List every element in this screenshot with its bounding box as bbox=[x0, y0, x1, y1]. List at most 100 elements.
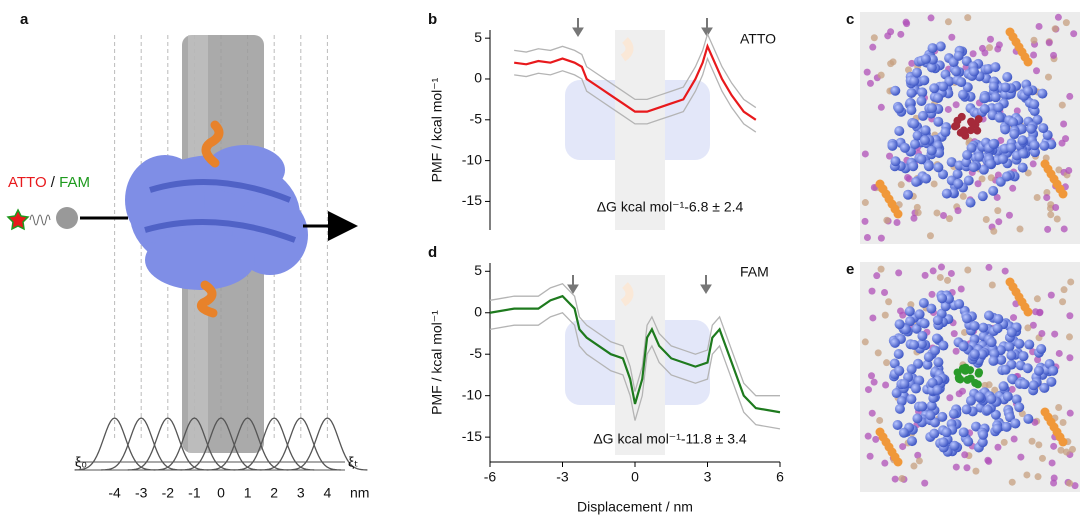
lipid-atom bbox=[910, 462, 918, 470]
pmf-line bbox=[514, 43, 757, 121]
protein-atom bbox=[990, 92, 1001, 103]
protein-atom bbox=[941, 427, 952, 438]
lipid-atom bbox=[1052, 204, 1060, 212]
lipid-atom bbox=[1047, 211, 1055, 219]
lipid-atom bbox=[1059, 419, 1067, 427]
dye-atom bbox=[956, 375, 965, 384]
dye-atom bbox=[967, 118, 976, 127]
lipid-atom bbox=[1065, 333, 1073, 341]
protein-atom bbox=[1000, 364, 1011, 375]
molecular-renders bbox=[861, 13, 1079, 490]
lipid-atom bbox=[908, 59, 916, 67]
protein-atom bbox=[1039, 382, 1050, 393]
lipid-atom bbox=[986, 44, 994, 52]
protein-atom bbox=[932, 315, 943, 326]
lipid-atom bbox=[866, 452, 874, 460]
lipid-atom bbox=[952, 463, 960, 471]
lipid-atom bbox=[1038, 454, 1046, 462]
tick-label: 3 bbox=[297, 485, 305, 501]
lipid-atom bbox=[1050, 479, 1058, 487]
protein-atom bbox=[923, 161, 934, 172]
lipid-atom bbox=[985, 263, 993, 271]
lipid-atom bbox=[959, 192, 967, 200]
lipid-atom bbox=[963, 464, 971, 472]
tick-label: -4 bbox=[108, 485, 121, 501]
lipid-atom bbox=[1057, 446, 1065, 454]
protein-atom bbox=[1023, 86, 1034, 97]
lipid-atom bbox=[1009, 184, 1017, 192]
protein-atom bbox=[929, 417, 940, 428]
lipid-atom bbox=[1016, 225, 1024, 233]
lipid-atom bbox=[1010, 435, 1018, 443]
overlay-b bbox=[565, 30, 710, 230]
lipid-atom bbox=[914, 451, 922, 459]
lipid-atom bbox=[1033, 295, 1041, 303]
protein-atom bbox=[937, 411, 948, 422]
protein-atom bbox=[933, 357, 944, 368]
protein-atom bbox=[1017, 135, 1028, 146]
protein-atom bbox=[909, 339, 920, 350]
protein-atom bbox=[1014, 338, 1025, 349]
spring bbox=[29, 214, 51, 226]
lipid-atom bbox=[991, 386, 999, 394]
y-axis-label: PMF / kcal mol⁻¹ bbox=[429, 310, 445, 415]
protein-atom bbox=[958, 427, 969, 438]
protein-atom bbox=[971, 421, 982, 432]
lipid-atom bbox=[928, 290, 936, 298]
panel-label: e bbox=[846, 261, 854, 278]
lipid-tail bbox=[1058, 437, 1068, 447]
lipid-atom bbox=[981, 49, 989, 57]
protein-atom bbox=[911, 176, 922, 187]
protein-atom bbox=[983, 310, 994, 321]
lipid-atom bbox=[1030, 51, 1038, 59]
lipid-atom bbox=[868, 372, 876, 380]
lipid-atom bbox=[1050, 442, 1058, 450]
lipid-atom bbox=[1055, 403, 1063, 411]
y-tick-label: 5 bbox=[474, 29, 482, 45]
protein-atom bbox=[979, 104, 990, 115]
lipid-atom bbox=[1058, 101, 1066, 109]
protein-atom bbox=[920, 135, 931, 146]
y-tick-label: -5 bbox=[470, 345, 483, 361]
lipid-atom bbox=[1043, 194, 1051, 202]
protein-atom bbox=[1010, 418, 1021, 429]
bead bbox=[56, 207, 78, 229]
lipid-atom bbox=[981, 381, 989, 389]
protein-atom bbox=[1018, 351, 1029, 362]
lipid-atom bbox=[927, 14, 935, 22]
dye-atom bbox=[975, 368, 984, 377]
lipid-atom bbox=[1029, 321, 1037, 329]
y-tick-label: -10 bbox=[462, 386, 482, 402]
lipid-atom bbox=[1066, 479, 1074, 487]
tick-label: 2 bbox=[270, 485, 278, 501]
protein-atom bbox=[978, 429, 989, 440]
event-arrows bbox=[567, 18, 713, 294]
lipid-atom bbox=[1000, 438, 1008, 446]
protein-atom bbox=[998, 154, 1009, 165]
protein-atom bbox=[910, 139, 921, 150]
protein-atom bbox=[918, 110, 929, 121]
protein-atom bbox=[893, 103, 904, 114]
lipid-atom bbox=[930, 180, 938, 188]
y-tick-label: -5 bbox=[470, 110, 483, 126]
protein-atom bbox=[1014, 402, 1025, 413]
lipid-atom bbox=[881, 311, 889, 319]
protein-atom bbox=[977, 191, 988, 202]
protein-atom bbox=[1048, 365, 1059, 376]
lipid-atom bbox=[926, 232, 934, 240]
lipid-atom bbox=[995, 41, 1003, 49]
protein-atom bbox=[938, 340, 949, 351]
lipid-atom bbox=[982, 215, 990, 223]
lipid-atom bbox=[1030, 36, 1038, 44]
lipid-atom bbox=[877, 103, 885, 111]
lipid-atom bbox=[950, 330, 958, 338]
protein-atom bbox=[961, 404, 972, 415]
protein-atom bbox=[986, 337, 997, 348]
lipid-atom bbox=[914, 209, 922, 217]
lipid-atom bbox=[995, 218, 1003, 226]
lipid-atom bbox=[1034, 473, 1042, 481]
protein-atom bbox=[965, 395, 976, 406]
error-line bbox=[489, 312, 781, 430]
lipid-atom bbox=[866, 79, 874, 87]
protein-atom bbox=[938, 437, 949, 448]
